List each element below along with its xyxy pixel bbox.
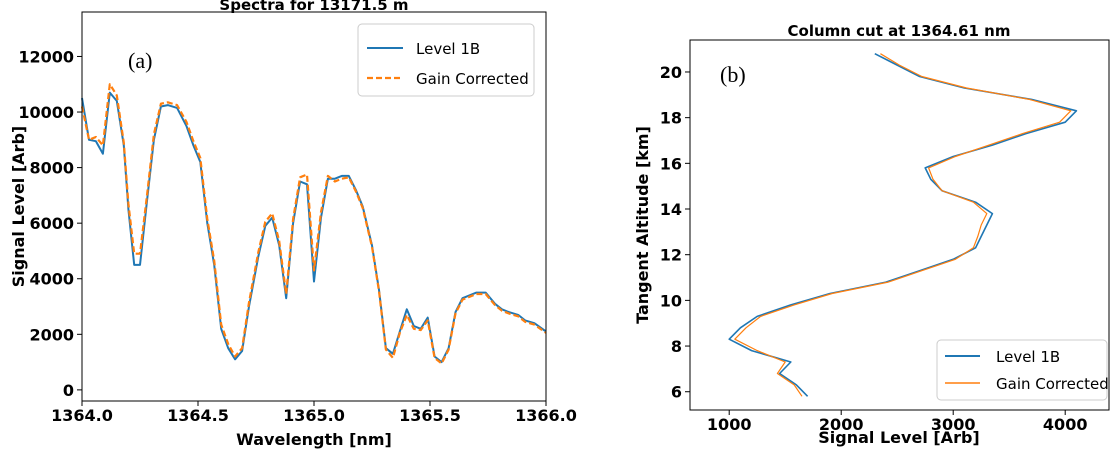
chart-title: Column cut at 1364.61 nm <box>788 22 1011 40</box>
x-tick-label: 1364.0 <box>51 406 113 425</box>
y-tick-label: 12 <box>660 246 682 265</box>
y-axis-label: Signal Level [Arb] <box>9 126 28 287</box>
legend-label-level-1b: Level 1B <box>416 40 480 58</box>
y-tick-label: 4000 <box>29 270 74 289</box>
series-level-1b-line <box>728 52 1078 397</box>
y-tick-label: 10 <box>660 291 682 310</box>
x-tick-label: 3000 <box>931 415 976 434</box>
plot-frame <box>689 39 1110 411</box>
plot-frame <box>81 11 547 402</box>
series-gain-corrected-line <box>80 83 547 365</box>
y-tick-label: 18 <box>660 109 682 128</box>
panel-label: (b) <box>720 62 746 87</box>
chart-title: Spectra for 13171.5 m <box>219 0 408 14</box>
x-tick-label: 1364.5 <box>167 406 229 425</box>
panel-a: 1364.0 1364.5 1365.0 1365.5 1366.0 0 2000 4000 6… <box>9 0 577 449</box>
legend-box <box>357 23 535 97</box>
x-tick-label: 1365.5 <box>399 406 461 425</box>
x-axis-label: Wavelength [nm] <box>236 430 392 449</box>
panel-b: 1000 2000 3000 4000 6 8 10 12 14 16 18 20 Column cut… <box>633 22 1110 447</box>
y-tick-label: 2000 <box>29 325 74 344</box>
y-tick-label: 20 <box>660 63 682 82</box>
x-tick-label: 1365.0 <box>283 406 345 425</box>
legend-label-gain-corrected: Gain Corrected <box>996 375 1109 393</box>
y-tick-label: 8000 <box>29 159 74 178</box>
series-level-1b-line <box>81 91 547 364</box>
x-axis-label: Signal Level [Arb] <box>818 428 979 447</box>
y-tick-label: 8 <box>671 337 682 356</box>
y-axis-label: Tangent Altitude [km] <box>633 126 652 324</box>
y-tick-label: 0 <box>63 381 74 400</box>
y-tick-label: 16 <box>660 154 682 173</box>
y-tick-label: 14 <box>660 200 682 219</box>
legend-label-level-1b: Level 1B <box>996 348 1060 366</box>
y-tick-label: 10000 <box>18 103 74 122</box>
y-tick-label: 6 <box>671 383 682 402</box>
legend: Level 1B Gain Corrected <box>936 339 1109 401</box>
panel-label: (a) <box>128 48 152 73</box>
y-tick-label: 6000 <box>29 214 74 233</box>
x-tick-label: 1000 <box>707 415 752 434</box>
x-tick-label: 1366.0 <box>515 406 577 425</box>
x-tick-label: 2000 <box>819 415 864 434</box>
series-gain-corrected-line <box>734 53 1072 397</box>
legend: Level 1B Gain Corrected <box>357 23 535 97</box>
x-tick-label: 4000 <box>1043 415 1088 434</box>
y-tick-label: 12000 <box>18 47 74 66</box>
legend-label-gain-corrected: Gain Corrected <box>416 70 529 88</box>
